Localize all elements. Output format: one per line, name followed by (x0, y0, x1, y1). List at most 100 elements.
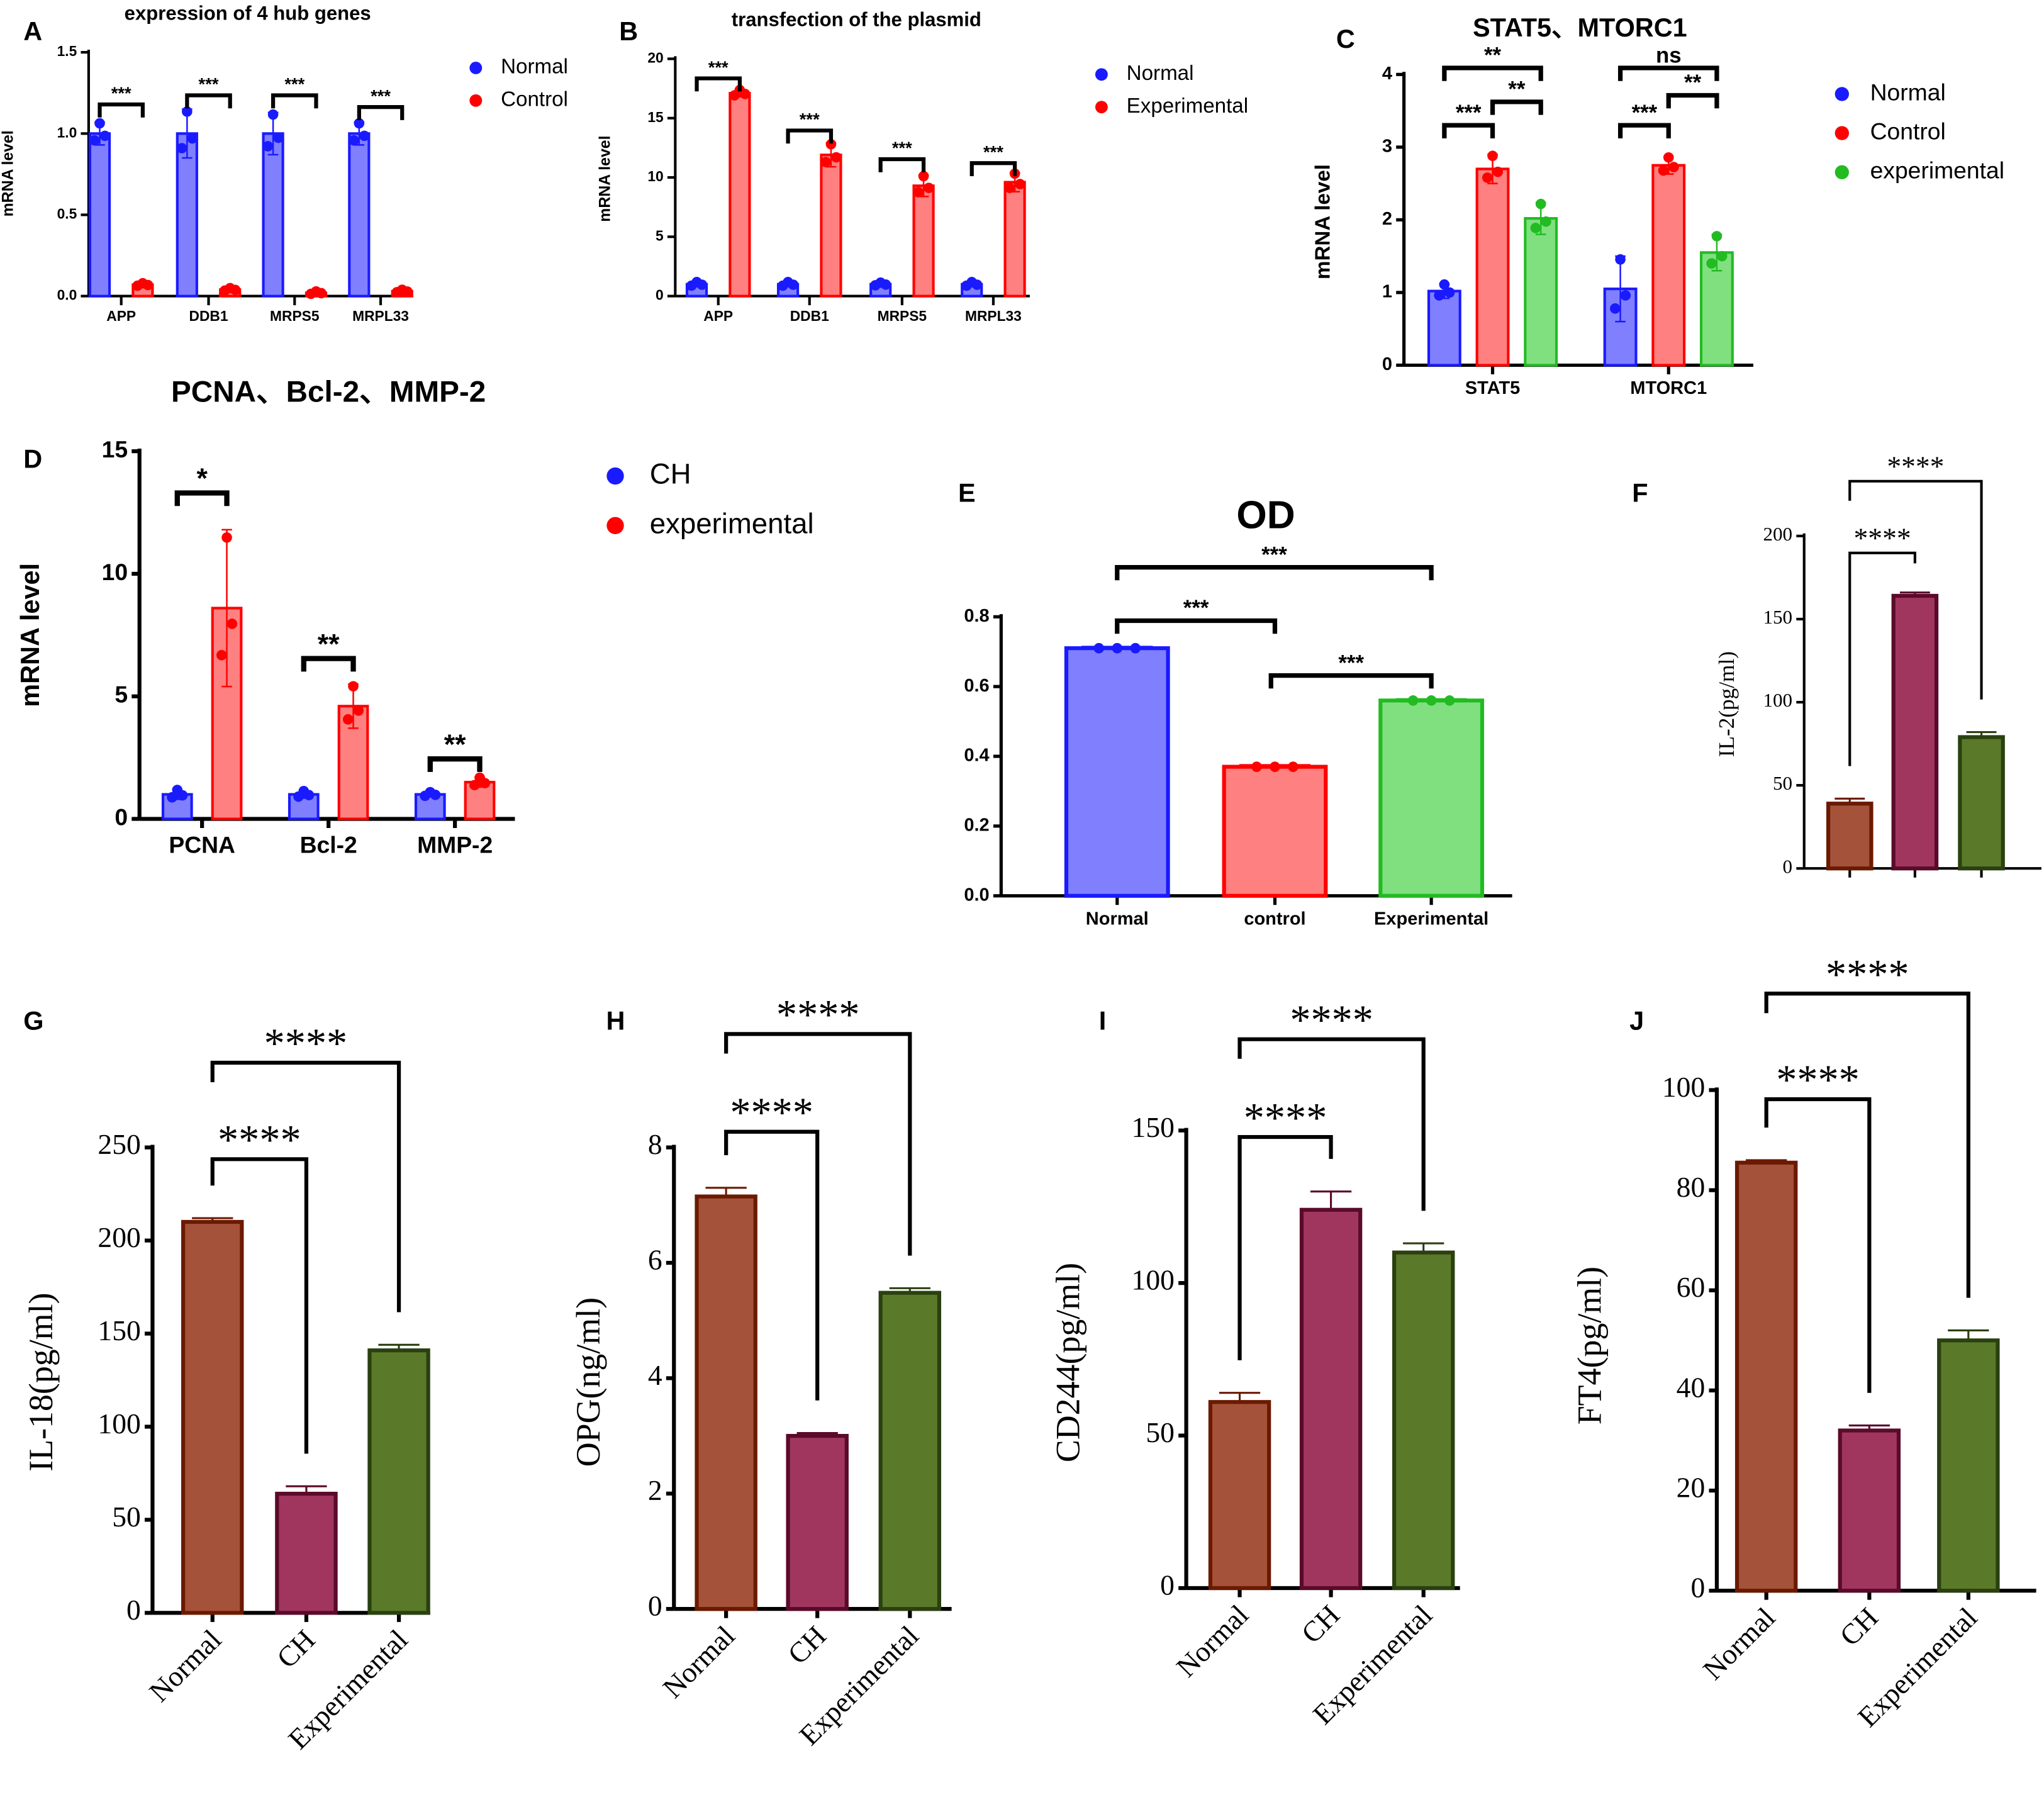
data-point (830, 152, 842, 163)
bar-experimental (912, 184, 935, 298)
data-point (262, 141, 274, 152)
data-point (1130, 642, 1141, 654)
significance-bracket (724, 1032, 912, 1256)
significance-label: **** (1826, 952, 1909, 998)
panel-label: E (958, 478, 976, 507)
y-tick-label: 20 (647, 49, 663, 65)
x-tick-label: Normal (1170, 1599, 1255, 1684)
panel-label: H (606, 1005, 625, 1035)
significance-bracket (1848, 551, 1916, 766)
x-tick-label: CH (271, 1623, 321, 1674)
data-point (1251, 761, 1262, 772)
y-tick-label: 3 (1382, 137, 1392, 157)
x-tick-label: MRPL33 (965, 308, 1022, 324)
error-bar (192, 1217, 233, 1223)
significance-label: *** (1632, 101, 1658, 125)
significance-bracket (185, 93, 232, 109)
legend-marker (1835, 87, 1850, 101)
significance-label: **** (1853, 522, 1911, 554)
data-point (1288, 761, 1298, 772)
significance-label: **** (1776, 1058, 1860, 1104)
error-bar (378, 1343, 420, 1351)
bar (1064, 646, 1170, 898)
y-axis-label: OPG(ng/ml) (569, 1297, 607, 1467)
data-point (187, 133, 198, 144)
y-tick-label: 0 (1783, 855, 1793, 877)
legend-label: experimental (650, 507, 814, 539)
error-bar (705, 1187, 747, 1197)
significance-label: **** (1290, 997, 1373, 1043)
significance-bracket (724, 1129, 820, 1401)
y-tick-label: 1.5 (57, 43, 77, 59)
data-point (1270, 761, 1280, 772)
bar (275, 1491, 338, 1615)
bar-experimental (1524, 216, 1558, 367)
legend-marker (1095, 101, 1108, 114)
bar-ch (414, 793, 446, 820)
data-point (225, 283, 236, 294)
data-point (353, 705, 364, 716)
significance-label: *** (892, 138, 912, 158)
significance-label: *** (800, 109, 820, 129)
error-bar (1948, 1329, 1989, 1341)
y-axis-label: mRNA level (0, 130, 17, 216)
data-point (1706, 258, 1717, 269)
error-bar (1403, 1242, 1444, 1253)
bar (1299, 1207, 1363, 1591)
legend-marker (469, 94, 483, 107)
chart-title: expression of 4 hub genes (125, 2, 371, 24)
data-point (966, 277, 978, 288)
bar-experimental (1003, 181, 1026, 298)
significance-label: **** (730, 1090, 813, 1136)
data-point (1434, 290, 1444, 301)
y-tick-label: 0 (656, 287, 664, 303)
data-point (1535, 198, 1546, 210)
y-axis-label: mRNA level (15, 563, 45, 707)
x-tick-label: control (1244, 909, 1305, 929)
data-point (1541, 216, 1551, 227)
significance-label: *** (1338, 651, 1364, 675)
y-tick-label: 250 (98, 1128, 140, 1160)
significance-label: * (196, 462, 208, 494)
data-point (167, 792, 177, 803)
data-point (182, 106, 193, 117)
panel-label: G (23, 1005, 43, 1035)
y-tick-label: 0.4 (964, 746, 989, 766)
legend-label: CH (650, 458, 691, 490)
data-point (221, 532, 232, 543)
y-tick-label: 0.5 (57, 205, 77, 221)
significance-label: *** (1456, 101, 1482, 125)
y-axis-label: IL-2(pg/ml) (1714, 651, 1739, 757)
data-point (94, 118, 105, 129)
y-tick-label: 0.2 (964, 815, 989, 836)
y-tick-label: 200 (98, 1221, 140, 1253)
panel-D: D PCNA、Bcl-2、MMP-2 0 5 10 15 mRNA level PCNA Bcl… (15, 375, 814, 858)
y-tick-label: 0 (126, 1594, 141, 1626)
data-point (913, 187, 924, 198)
data-point (1407, 695, 1419, 706)
bar (1392, 1250, 1455, 1591)
panel-label: J (1629, 1005, 1644, 1035)
legend-marker (1835, 165, 1850, 179)
significance-bracket (98, 102, 145, 118)
data-point (825, 138, 837, 150)
significance-bracket (1490, 99, 1543, 115)
panel-label: B (619, 16, 638, 46)
significance-label: *** (1183, 596, 1209, 620)
bar (1891, 593, 1939, 871)
bar (1378, 698, 1485, 898)
legend-label: Experimental (1127, 94, 1248, 118)
significance-bracket (301, 656, 356, 672)
bar-normal (348, 132, 371, 298)
error-bar (221, 529, 232, 688)
y-tick-label: 10 (647, 168, 663, 184)
bar-experimental (820, 154, 842, 298)
data-point (137, 277, 148, 289)
significance-label: ** (1484, 43, 1502, 68)
data-point (89, 135, 100, 146)
x-tick-label: DDB1 (189, 308, 228, 324)
y-tick-label: 15 (102, 436, 128, 462)
data-point (474, 772, 485, 783)
data-point (354, 118, 365, 129)
